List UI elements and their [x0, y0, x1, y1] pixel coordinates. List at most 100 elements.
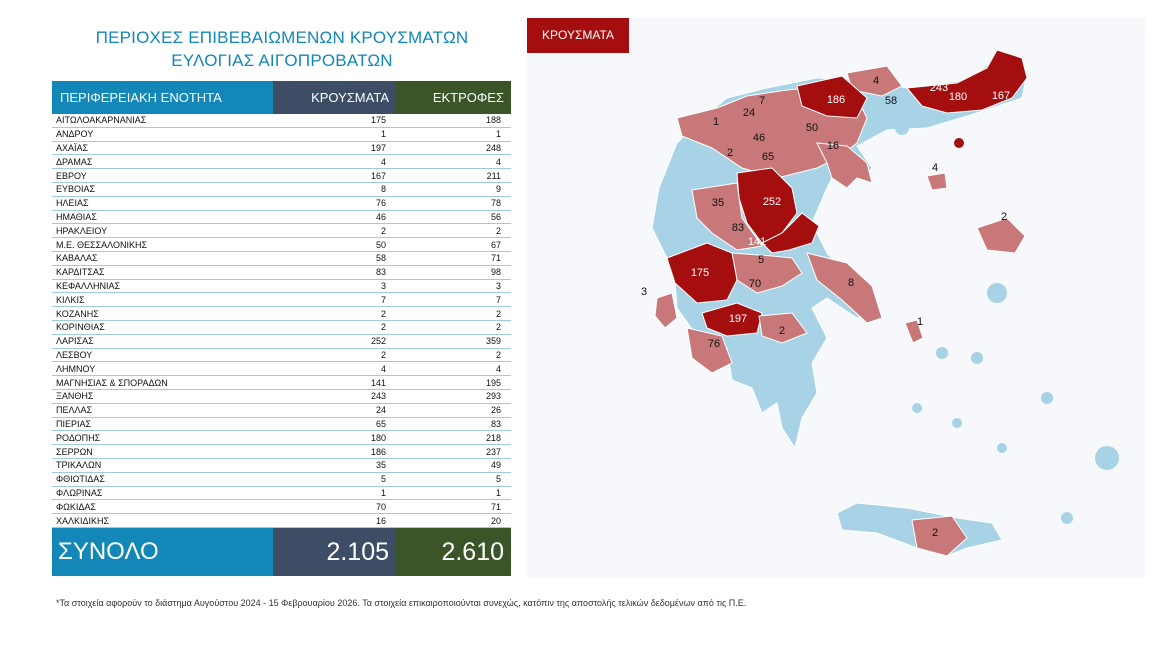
thessaly-medium-shape [691, 182, 763, 251]
table-row: ΗΡΑΚΛΕΙΟΥ 2 2 [52, 223, 511, 239]
island-shape [997, 443, 1007, 453]
cases-cell: 2 [273, 223, 396, 239]
farms-cell: 359 [396, 334, 511, 349]
farms-cell: 218 [396, 430, 511, 446]
region-cell: ΦΛΩΡΙΝΑΣ [52, 486, 273, 501]
region-cell: ΠΙΕΡΙΑΣ [52, 417, 273, 432]
farms-cell: 211 [396, 168, 511, 183]
map-value-label: 197 [729, 313, 747, 325]
cases-cell: 2 [273, 320, 396, 335]
map-labels: 1751197416787646250588337222522414124324… [641, 75, 1010, 539]
table-row: ΗΛΕΙΑΣ 76 78 [52, 196, 511, 211]
farms-cell: 188 [396, 114, 511, 128]
ilia-shape [686, 327, 733, 374]
map-value-label: 243 [930, 82, 948, 94]
cases-table: ΠΕΡΙΦΕΡΕΙΑΚΗ ΕΝΟΤΗΤΑ ΚΡΟΥΣΜΑΤΑ ΕΚΤΡΟΦΕΣ … [52, 81, 511, 576]
region-cell: ΗΡΑΚΛΕΙΟΥ [52, 223, 273, 239]
table-row: ΑΙΤΩΛΟΑΚΑΡΝΑΝΙΑΣ 175 188 [52, 114, 511, 128]
magnesia-shape [761, 212, 820, 254]
farms-cell: 49 [396, 458, 511, 473]
table-row: ΚΑΒΑΛΑΣ 58 71 [52, 251, 511, 266]
achaia-shape [701, 302, 763, 337]
header-cases: ΚΡΟΥΣΜΑΤΑ [273, 81, 396, 114]
island-shape [987, 283, 1007, 303]
farms-cell: 71 [396, 251, 511, 266]
region-cell: ΚΕΦΑΛΛΗΝΙΑΣ [52, 279, 273, 294]
table-row: ΞΑΝΘΗΣ 243 293 [52, 389, 511, 404]
farms-cell: 9 [396, 182, 511, 197]
table-row: ΚΑΡΔΙΤΣΑΣ 83 98 [52, 265, 511, 280]
table-row: ΕΥΒΟΙΑΣ 8 9 [52, 182, 511, 197]
region-cell: ΚΟΖΑΝΗΣ [52, 306, 273, 321]
table-row: ΛΑΡΙΣΑΣ 252 359 [52, 334, 511, 349]
farms-cell: 56 [396, 210, 511, 225]
region-cell: Μ.Ε. ΘΕΣΣΑΛΟΝΙΚΗΣ [52, 237, 273, 252]
table-row: ΧΑΛΚΙΔΙΚΗΣ 16 20 [52, 513, 511, 528]
farms-cell: 7 [396, 292, 511, 308]
cases-cell: 83 [273, 265, 396, 280]
island-shape [954, 138, 964, 148]
map-value-label: 3 [641, 286, 647, 298]
cases-cell: 24 [273, 403, 396, 418]
table-row: ΛΕΣΒΟΥ 2 2 [52, 348, 511, 363]
title-line-1: ΠΕΡΙΟΧΕΣ ΕΠΙΒΕΒΑΙΩΜΕΝΩΝ ΚΡΟΥΣΜΑΤΩΝ [95, 28, 469, 47]
cases-cell: 4 [273, 154, 396, 170]
farms-cell: 237 [396, 444, 511, 459]
page-title: ΠΕΡΙΟΧΕΣ ΕΠΙΒΕΒΑΙΩΜΕΝΩΝ ΚΡΟΥΣΜΑΤΩΝ ΕΥΛΟΓ… [52, 26, 512, 72]
cases-cell: 141 [273, 375, 396, 390]
map-legend: ΚΡΟΥΣΜΑΤΑ [527, 18, 629, 53]
map-value-label: 1 [713, 116, 719, 128]
map-value-label: 24 [743, 107, 755, 119]
farms-cell: 83 [396, 417, 511, 432]
region-cell: ΤΡΙΚΑΛΩΝ [52, 458, 273, 473]
region-cell: ΜΑΓΝΗΣΙΑΣ & ΣΠΟΡΑΔΩΝ [52, 375, 273, 390]
farms-cell: 98 [396, 265, 511, 280]
farms-cell: 2 [396, 320, 511, 335]
table-row: ΠΕΛΛΑΣ 24 26 [52, 403, 511, 418]
table-row: Μ.Ε. ΘΕΣΣΑΛΟΝΙΚΗΣ 50 67 [52, 237, 511, 252]
island-shape [952, 418, 962, 428]
island-shape [971, 352, 983, 364]
region-cell: ΡΟΔΟΠΗΣ [52, 430, 273, 446]
cases-cell: 2 [273, 348, 396, 363]
total-farms: 2.610 [396, 527, 511, 576]
farms-cell: 2 [396, 348, 511, 363]
region-cell: ΚΑΒΑΛΑΣ [52, 251, 273, 266]
cases-cell: 46 [273, 210, 396, 225]
limnos-shape [926, 172, 948, 191]
island-shape [936, 347, 948, 359]
map-value-label: 5 [758, 254, 764, 266]
island-shape [895, 121, 909, 135]
region-cell: ΗΛΕΙΑΣ [52, 196, 273, 211]
cases-cell: 4 [273, 361, 396, 377]
thrace-shape [906, 49, 1028, 114]
farms-cell: 293 [396, 389, 511, 404]
total-label: ΣΥΝΟΛΟ [52, 527, 273, 576]
region-cell: ΑΧΑΪΑΣ [52, 141, 273, 156]
cases-cell: 197 [273, 141, 396, 156]
table-row: ΑΧΑΪΑΣ 197 248 [52, 141, 511, 156]
cases-cell: 5 [273, 472, 396, 487]
table-row: ΠΙΕΡΙΑΣ 65 83 [52, 417, 511, 432]
cases-cell: 175 [273, 114, 396, 128]
map-value-label: 4 [932, 162, 938, 174]
farms-cell: 5 [396, 472, 511, 487]
map-value-label: 180 [949, 91, 967, 103]
farms-cell: 71 [396, 499, 511, 515]
farms-cell: 1 [396, 127, 511, 142]
cases-cell: 50 [273, 237, 396, 252]
farms-cell: 67 [396, 237, 511, 252]
region-cell: ΠΕΛΛΑΣ [52, 403, 273, 418]
farms-cell: 248 [396, 141, 511, 156]
map-value-label: 167 [992, 90, 1010, 102]
table-row: ΡΟΔΟΠΗΣ 180 218 [52, 430, 511, 446]
table-body: ΑΙΤΩΛΟΑΚΑΡΝΑΝΙΑΣ 175 188 ΑΝΔΡΟΥ 1 1 ΑΧΑΪΑΣ 197 2… [52, 114, 511, 528]
map-value-label: 7 [759, 95, 765, 107]
footnote: *Τα στοιχεία αφορούν το διάστημα Αυγούστ… [56, 598, 747, 608]
region-cell: ΑΙΤΩΛΟΑΚΑΡΝΑΝΙΑΣ [52, 114, 273, 128]
cases-cell: 16 [273, 513, 396, 528]
table-row: ΗΜΑΘΙΑΣ 46 56 [52, 210, 511, 225]
farms-cell: 2 [396, 223, 511, 239]
cases-cell: 58 [273, 251, 396, 266]
total-cases: 2.105 [273, 527, 396, 576]
